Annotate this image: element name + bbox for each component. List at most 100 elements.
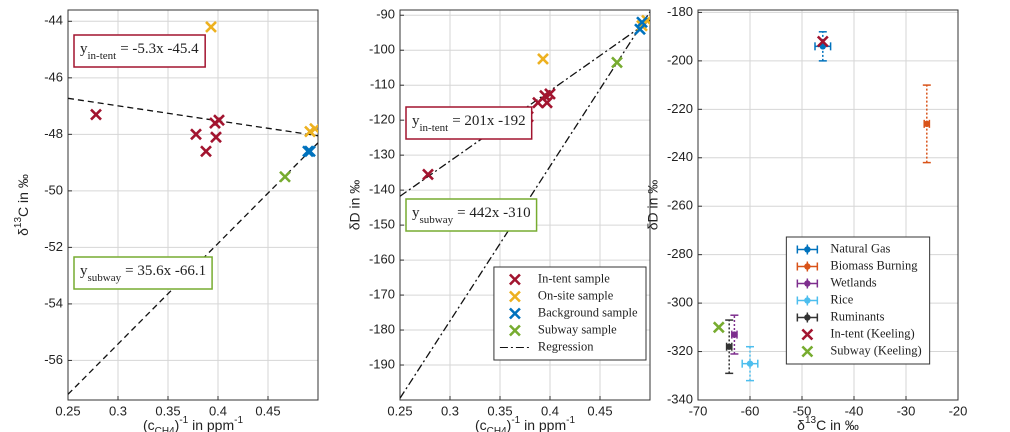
label-part: in ppm — [188, 417, 234, 432]
point — [726, 343, 733, 350]
legend-label: Ruminants — [830, 309, 884, 323]
x-marker — [90, 108, 102, 121]
plot-area — [68, 10, 318, 400]
legend-item: Ruminants — [796, 309, 885, 323]
legend-label: Subway sample — [538, 322, 617, 336]
y-tick-label: -56 — [44, 352, 63, 367]
legend-point — [804, 280, 811, 287]
legend-item: Regression — [499, 339, 594, 353]
legend-label: Background sample — [538, 305, 638, 319]
legend-label: Biomass Burning — [830, 258, 918, 272]
x-tick-label: -20 — [949, 403, 968, 418]
x-marker — [509, 290, 521, 303]
x-axis-label: δ13C in ‰ — [797, 415, 859, 432]
legend-item: Rice — [796, 292, 854, 306]
legend-label: Natural Gas — [830, 241, 890, 255]
y-tick-label: -260 — [667, 198, 693, 213]
x-marker — [509, 273, 521, 286]
x-marker — [304, 145, 316, 158]
panel: 0.25 0.3 0.35 0.4 0.45 -44 -46 -48 -50 -52 -54 -56 (… — [13, 9, 319, 432]
x-tick-label: 0.3 — [109, 403, 127, 418]
panel: 0.25 0.3 0.35 0.4 0.45 -90 -100 -110 -120 -130 -14… — [347, 7, 651, 432]
annotation-eq: = 35.6x -66.1 — [125, 263, 206, 279]
annotation-text: ysubway = 35.6x -66.1 — [80, 263, 206, 283]
label-part: 13 — [13, 217, 24, 229]
x-marker — [279, 170, 291, 183]
x-axis-label: (cCH4)-1 in ppm-1 — [475, 415, 576, 432]
legend-item: Biomass Burning — [796, 258, 918, 272]
label-part: (c — [475, 417, 487, 432]
legend-label: In-tent (Keeling) — [830, 326, 914, 340]
x-tick-label: 0.45 — [255, 403, 280, 418]
y-tick-label: -340 — [667, 391, 693, 406]
y-tick-label: -220 — [667, 101, 693, 116]
annotation-sub: subway — [420, 214, 454, 226]
y-tick-label: -110 — [370, 77, 395, 92]
label-part: ) — [507, 417, 512, 432]
label-part: δ — [15, 228, 31, 236]
annotation-box — [405, 198, 538, 232]
y-tick-label: -52 — [44, 239, 63, 254]
legend: Natural Gas Biomass Burning Wetlands Rice Ru… — [785, 236, 931, 365]
legend-item: In-tent sample — [509, 271, 610, 286]
plot-frame — [697, 9, 959, 401]
legend-point — [804, 297, 811, 304]
x-marker — [611, 56, 623, 69]
annotation-sub: in-tent — [88, 50, 117, 62]
plot-frame — [67, 9, 319, 401]
x-marker — [190, 128, 202, 141]
x-tick-label: 0.4 — [209, 403, 227, 418]
annotation-var: y — [412, 113, 420, 129]
legend: In-tent sample On-site sample Background s… — [493, 266, 647, 361]
legend-label: Subway (Keeling) — [830, 343, 921, 357]
y-tick-label: -190 — [369, 356, 395, 371]
panel: -70 -60 -50 -40 -30 -20 -180 -200 -220 -240 -260 -2… — [645, 4, 968, 432]
legend-point — [804, 314, 811, 321]
regression-line — [68, 142, 318, 395]
annotation-var: y — [412, 205, 420, 221]
label-part: CH4 — [487, 426, 507, 432]
y-tick-label: -170 — [369, 287, 395, 302]
x-tick-label: -50 — [793, 403, 812, 418]
label-part: ) — [175, 417, 180, 432]
x-marker — [422, 168, 434, 181]
data-layer — [68, 21, 318, 395]
data-layer — [712, 31, 931, 382]
y-tick-label: -50 — [44, 182, 63, 197]
annotation: yin-tent = -5.3x -45.4 — [73, 34, 206, 68]
y-axis-label: δD in ‰ — [645, 180, 661, 231]
x-marker — [205, 21, 217, 33]
y-tick-label: -320 — [667, 343, 693, 358]
y-axis-label: δD in ‰ — [347, 180, 363, 231]
annotation-eq: = -5.3x -45.4 — [120, 41, 199, 57]
label-part: δ — [797, 417, 805, 432]
y-tick-label: -160 — [369, 252, 395, 267]
label-part: (c — [143, 417, 155, 432]
x-marker — [210, 131, 222, 144]
legend-label: Wetlands — [830, 275, 876, 289]
x-tick-label: 0.35 — [487, 403, 512, 418]
x-tick-label: 0.45 — [587, 403, 612, 418]
legend-item: In-tent (Keeling) — [801, 326, 915, 341]
y-tick-label: -46 — [44, 69, 63, 84]
x-marker — [816, 35, 829, 48]
x-tick-label: -60 — [741, 403, 760, 418]
annotation-sub: in-tent — [420, 122, 449, 134]
x-tick-label: 0.4 — [541, 403, 559, 418]
y-tick-label: -140 — [369, 182, 395, 197]
x-tick-label: 0.25 — [55, 403, 80, 418]
point — [746, 360, 754, 367]
x-tick-label: 0.35 — [155, 403, 180, 418]
legend-item: On-site sample — [509, 288, 614, 303]
legend-point — [804, 263, 811, 270]
legend-label: In-tent sample — [538, 271, 610, 285]
annotation-sub: subway — [88, 272, 122, 284]
label-part: C in ‰ — [15, 174, 31, 217]
annotation-text: yin-tent = 201x -192 — [412, 113, 526, 133]
label-part: -1 — [234, 415, 243, 426]
legend-label: Rice — [830, 292, 853, 306]
label-part: -1 — [511, 415, 520, 426]
y-axis-label: δ13C in ‰ — [13, 174, 31, 236]
x-marker — [302, 145, 314, 158]
annotation-var: y — [80, 41, 88, 57]
